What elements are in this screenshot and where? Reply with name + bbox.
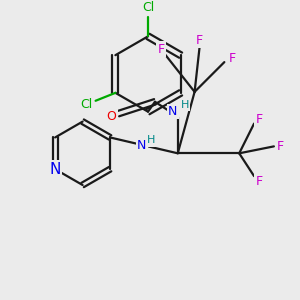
Text: H: H <box>147 135 155 146</box>
Text: F: F <box>196 34 203 47</box>
Text: N: N <box>168 105 178 118</box>
Text: F: F <box>276 140 284 153</box>
Text: H: H <box>181 100 189 110</box>
Text: O: O <box>106 110 116 123</box>
Text: F: F <box>256 113 262 126</box>
Text: F: F <box>256 175 262 188</box>
Text: N: N <box>50 162 61 177</box>
Text: F: F <box>229 52 236 65</box>
Text: N: N <box>137 139 147 152</box>
Text: F: F <box>157 43 164 56</box>
Text: Cl: Cl <box>80 98 93 111</box>
Text: Cl: Cl <box>142 1 154 14</box>
